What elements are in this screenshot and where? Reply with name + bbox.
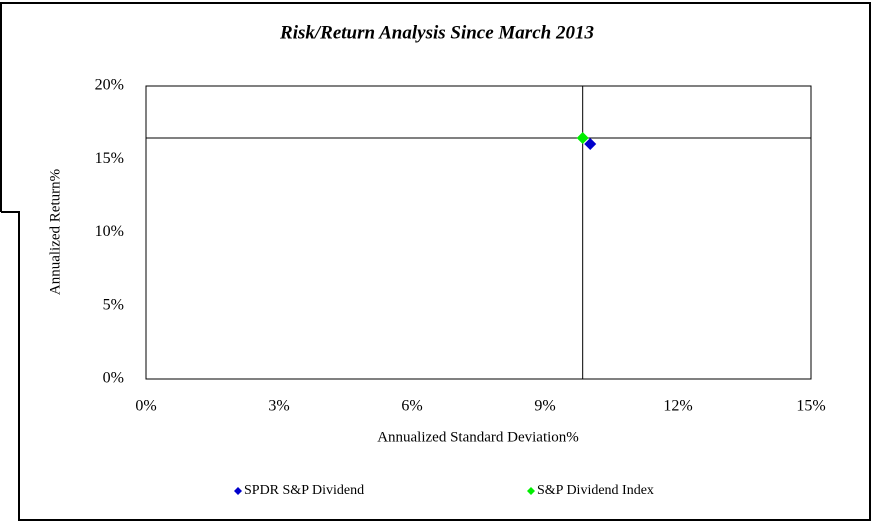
plot-area (145, 85, 812, 380)
legend-label: SPDR S&P Dividend (244, 483, 364, 498)
y-tick-label: 5% (103, 296, 124, 313)
x-tick-label: 15% (796, 398, 825, 415)
y-tick-label: 10% (95, 223, 124, 240)
y-tick-label: 15% (95, 150, 124, 167)
y-tick-label: 20% (95, 77, 124, 94)
x-tick-label: 9% (534, 398, 555, 415)
point (584, 138, 597, 151)
x-tick-label: 3% (268, 398, 289, 415)
x-tick-label: 6% (401, 398, 422, 415)
y-axis-label: Annualized Return% (47, 169, 63, 295)
x-tick-label: 12% (663, 398, 692, 415)
chart-title: Risk/Return Analysis Since March 2013 (279, 22, 594, 43)
x-axis-label: Annualized Standard Deviation% (377, 429, 579, 445)
point (576, 132, 589, 145)
legend-label: S&P Dividend Index (537, 483, 654, 498)
legend-marker (234, 487, 242, 495)
legend-marker (527, 487, 535, 495)
x-tick-label: 0% (135, 398, 156, 415)
y-tick-label: 0% (103, 370, 124, 387)
